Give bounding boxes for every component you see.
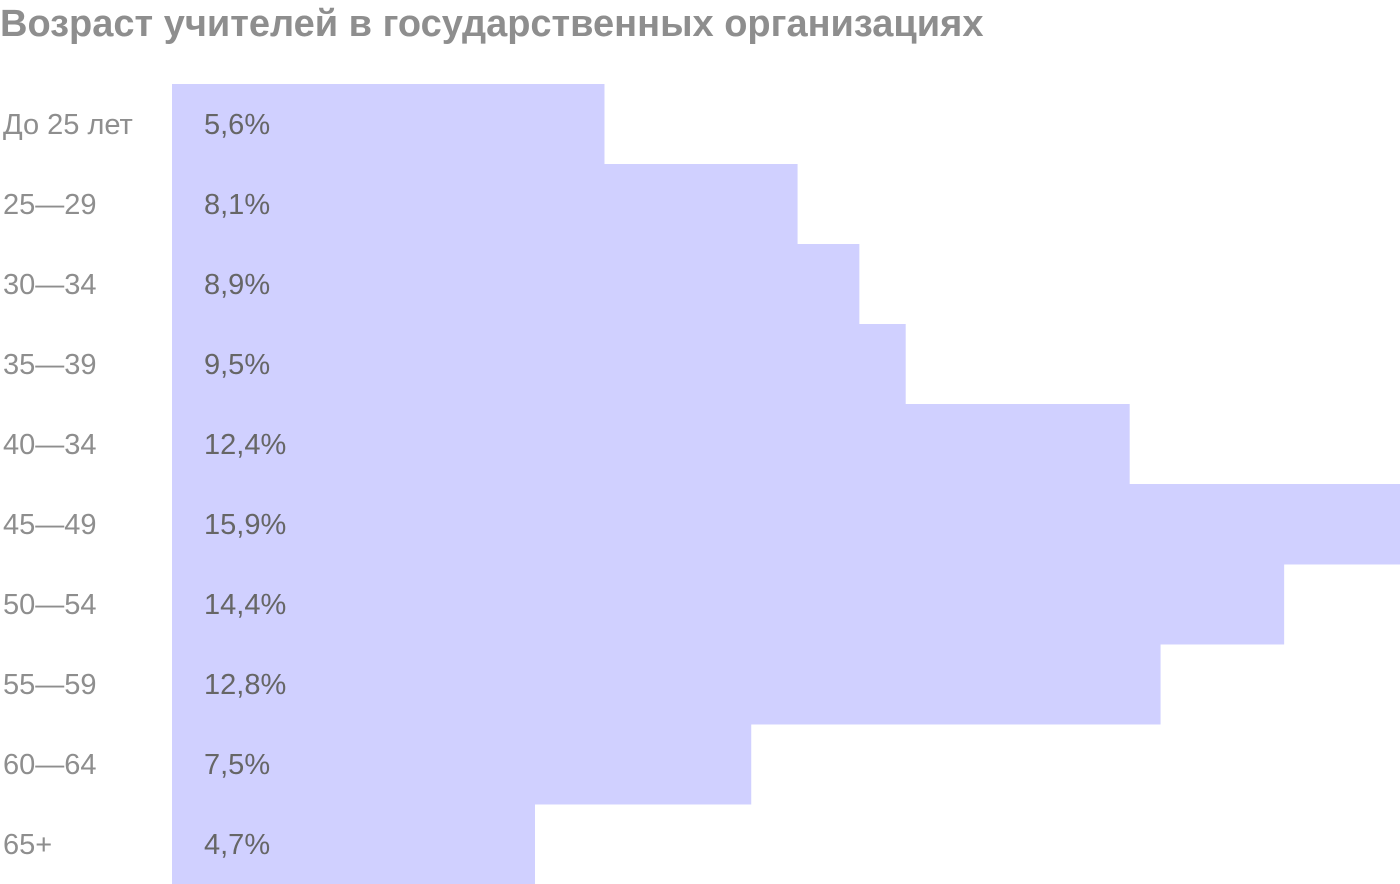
- category-label-5: 45—49: [3, 509, 97, 541]
- category-label-7: 55—59: [3, 669, 97, 701]
- category-label-2: 30—34: [3, 269, 97, 301]
- category-label-0: До 25 лет: [3, 109, 133, 141]
- bar-6: [172, 564, 1285, 645]
- value-labels-group: 5,6% 8,1% 8,9% 9,5% 12,4% 15,9% 14,4% 12,8% 7,5%…: [204, 109, 286, 861]
- value-label-5: 15,9%: [204, 509, 286, 541]
- bar-4: [172, 404, 1130, 485]
- value-label-8: 7,5%: [204, 749, 270, 781]
- category-label-8: 60—64: [3, 749, 97, 781]
- value-label-4: 12,4%: [204, 429, 286, 461]
- bar-2: [172, 244, 860, 325]
- value-label-9: 4,7%: [204, 829, 270, 861]
- value-label-2: 8,9%: [204, 269, 270, 301]
- value-label-7: 12,8%: [204, 669, 286, 701]
- category-labels-group: До 25 лет 25—29 30—34 35—39 40—34 45—49 50—54 5…: [3, 109, 133, 861]
- category-label-1: 25—29: [3, 189, 97, 221]
- chart-title: Возраст учителей в государственных орган…: [0, 3, 984, 45]
- bar-9: [172, 804, 535, 884]
- bar-5: [172, 484, 1400, 565]
- bar-8: [172, 724, 752, 805]
- bars-group: [172, 84, 1400, 884]
- value-label-3: 9,5%: [204, 349, 270, 381]
- value-label-6: 14,4%: [204, 589, 286, 621]
- category-label-9: 65+: [3, 829, 52, 861]
- category-label-6: 50—54: [3, 589, 97, 621]
- bar-1: [172, 164, 798, 245]
- bar-7: [172, 644, 1161, 725]
- value-label-1: 8,1%: [204, 189, 270, 221]
- bar-0: [172, 84, 605, 165]
- category-label-3: 35—39: [3, 349, 97, 381]
- value-label-0: 5,6%: [204, 109, 270, 141]
- category-label-4: 40—34: [3, 429, 97, 461]
- bar-3: [172, 324, 906, 405]
